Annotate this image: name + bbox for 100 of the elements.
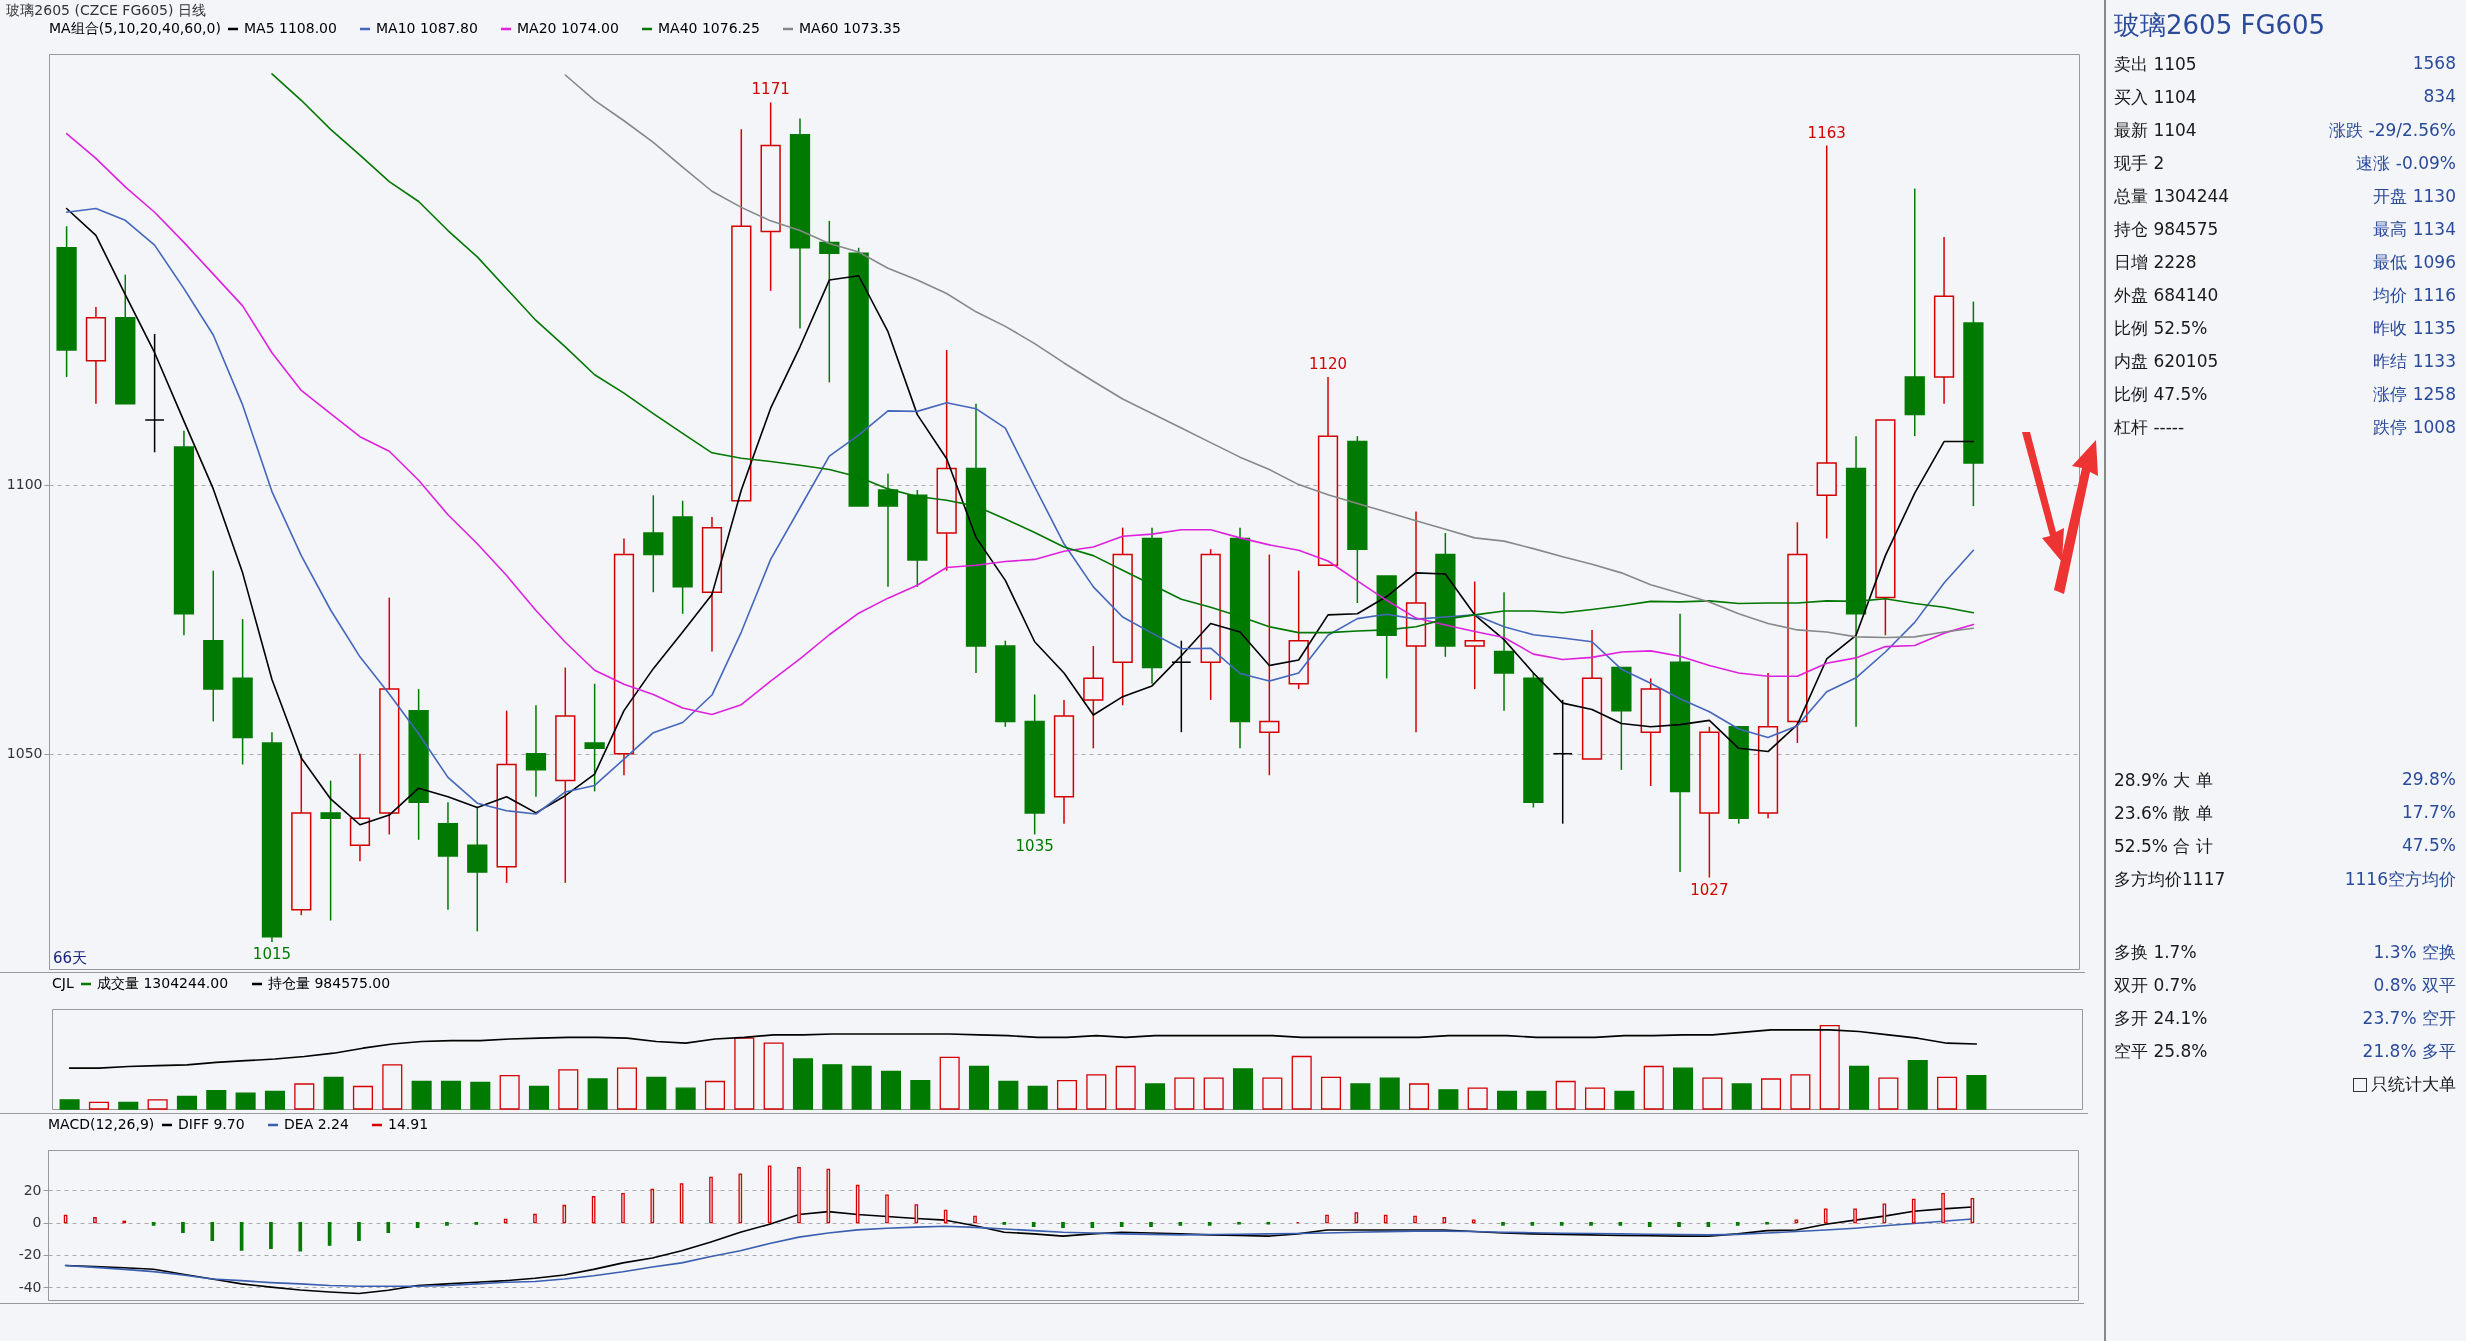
bar [1149, 1221, 1153, 1227]
bar [973, 1215, 977, 1224]
legend-title: MACD(12,26,9) [48, 1116, 155, 1132]
bar [1618, 1221, 1623, 1226]
text: 21.8% 多平 [2361, 1040, 2456, 1063]
candlestick [643, 494, 664, 593]
legend-label: MA20 1074.00 [517, 20, 619, 36]
text: 总量 1304244 [2114, 185, 2231, 208]
candlestick [1259, 553, 1280, 776]
text: 1015 [252, 945, 292, 964]
bar [822, 1064, 843, 1110]
bar [885, 1194, 889, 1224]
text: 0.8% 双平 [2372, 974, 2456, 997]
bar [264, 1090, 285, 1110]
text: 1027 [1690, 880, 1729, 899]
text: 834 [2422, 86, 2456, 108]
line-series [64, 1218, 1974, 1288]
bar [562, 1204, 567, 1224]
bar [298, 1221, 303, 1252]
bar [1350, 1083, 1371, 1110]
bar [1735, 1221, 1740, 1226]
candlestick [320, 779, 341, 922]
text: 买入 1104 [2114, 86, 2198, 109]
bar [445, 1221, 449, 1226]
bar [176, 1095, 197, 1110]
text: 多开 24.1% [2114, 1007, 2209, 1030]
bar [1731, 1083, 1752, 1110]
text: 均价 1116 [2372, 284, 2456, 307]
y-tick-label: 0 [32, 1214, 42, 1231]
bar [1823, 1208, 1828, 1224]
text: 涨停 1258 [2372, 383, 2456, 406]
text: 昨收 1135 [2372, 317, 2456, 340]
text: 47.5% [2401, 835, 2456, 857]
bar [1589, 1221, 1593, 1226]
bar [1907, 1060, 1928, 1110]
text: 双开 0.7% [2114, 974, 2198, 997]
bar [528, 1085, 549, 1110]
text: 1.3% 空换 [2372, 941, 2456, 964]
bar [650, 1188, 655, 1224]
text: 多换 1.7% [2114, 941, 2198, 964]
text: 外盘 684140 [2114, 284, 2220, 307]
bar [93, 1217, 97, 1224]
text: 17.7% [2401, 802, 2456, 824]
candlestick [1171, 639, 1192, 733]
legend-label: MA40 1076.25 [658, 20, 760, 36]
text: 开盘 1130 [2372, 185, 2456, 208]
text: 28.9% 大 单 [2114, 769, 2214, 792]
text: 涨跌 -29/2.56% [2328, 119, 2456, 142]
bar [968, 1065, 990, 1110]
candlestick [1083, 645, 1104, 750]
line-series [564, 74, 1975, 639]
candlestick [584, 682, 605, 793]
bar [792, 1058, 814, 1110]
legend-label: DIFF 9.70 [178, 1116, 245, 1132]
bar [797, 1167, 801, 1224]
bar [1413, 1215, 1417, 1224]
text: 只统计大单 [2371, 1073, 2456, 1096]
bar [210, 1221, 215, 1241]
y-tick-label: -20 [18, 1246, 42, 1263]
text: 52.5% 合 计 [2114, 835, 2214, 858]
bar [1232, 1068, 1254, 1110]
bar [118, 1101, 139, 1110]
candlestick [1816, 144, 1837, 540]
bar [1383, 1214, 1388, 1224]
bar [675, 1087, 696, 1110]
bar [1966, 1075, 1987, 1110]
text: 1120 [1308, 354, 1348, 373]
bar [1526, 1090, 1547, 1110]
bar [851, 1065, 872, 1110]
text: 29.8% [2401, 769, 2456, 791]
text: 跌停 1008 [2372, 416, 2456, 439]
bar [880, 1070, 902, 1110]
text: 最低 1096 [2372, 251, 2456, 274]
bar [59, 1099, 80, 1110]
text: 1035 [1015, 837, 1054, 856]
legend-label: MA5 1108.00 [244, 20, 337, 36]
bar [826, 1168, 831, 1224]
text: 现手 2 [2114, 152, 2166, 175]
text: 持仓 984575 [2114, 218, 2220, 241]
bar [1144, 1083, 1166, 1110]
bar [1178, 1221, 1183, 1226]
bar [1849, 1065, 1870, 1110]
bar [357, 1221, 361, 1241]
bar [1471, 1219, 1476, 1224]
bar [1530, 1221, 1535, 1226]
bar [181, 1221, 185, 1233]
text: 空平 25.8% [2114, 1040, 2209, 1063]
text: 1116空方均价 [2343, 868, 2456, 891]
bar [411, 1080, 432, 1110]
bar [1438, 1089, 1459, 1110]
legend-label: MA10 1087.80 [376, 20, 478, 36]
candlestick [525, 704, 547, 798]
bar [998, 1080, 1019, 1110]
bar [1559, 1221, 1564, 1226]
bar [709, 1176, 713, 1224]
legend-label: DEA 2.24 [284, 1116, 349, 1132]
chart-title: 玻璃2605 (CZCE FG605) 日线 [6, 2, 206, 18]
annotation: 66天 [53, 949, 88, 967]
bar [151, 1221, 156, 1226]
bar [533, 1213, 537, 1224]
